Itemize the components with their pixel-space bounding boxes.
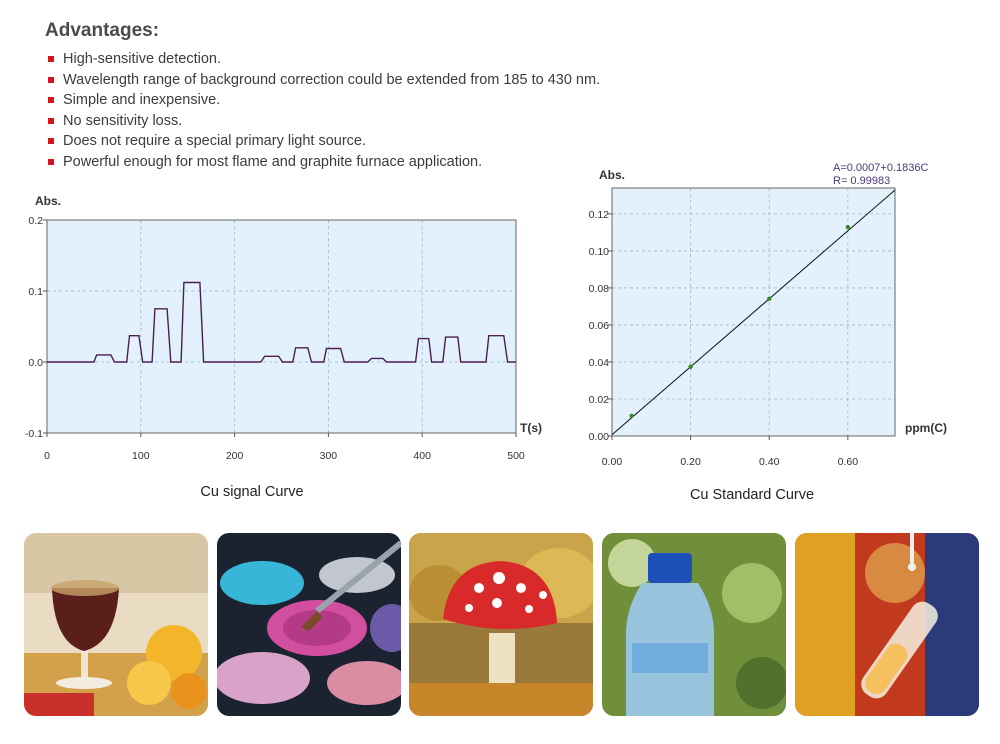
advantage-text: Wavelength range of background correctio…: [63, 71, 601, 88]
advantage-item: Powerful enough for most flame and graph…: [48, 152, 600, 173]
equation-annotation: A=0.0007+0.1836C: [833, 162, 928, 174]
bullet-icon: [48, 97, 54, 104]
data-point: [845, 225, 851, 230]
y-tick-label: 0.0: [28, 357, 43, 369]
plot-border: [611, 187, 896, 437]
cu-signal-chart: 0 100 200 300 400 500 -0.1 0.0 0.1 0.2 Abs. T(s): [25, 194, 542, 462]
y-tick-label: 0.1: [28, 286, 43, 298]
y-axis-label: Abs.: [599, 168, 625, 182]
y-tick-label: 0.10: [589, 246, 610, 258]
advantage-text: High-sensitive detection.: [63, 51, 221, 67]
x-tick-label: 500: [507, 450, 525, 462]
cu-standard-chart: 0.00 0.20 0.40 0.60 0.00 0.02 0.04 0.06 0.08 0.10…: [589, 162, 947, 468]
x-tick-label: 0.60: [838, 456, 859, 468]
data-point: [767, 296, 772, 302]
bullet-icon: [48, 76, 54, 83]
plot-border: [46, 219, 517, 434]
water-bottle-image: [602, 533, 786, 716]
advantage-item: High-sensitive detection.: [48, 49, 600, 70]
cosmetics-image: [217, 533, 401, 716]
r-value-annotation: R= 0.99983: [833, 175, 890, 187]
advantage-text: Does not require a special primary light…: [63, 133, 367, 150]
advantages-list: High-sensitive detection. Wavelength ran…: [48, 49, 600, 173]
advantage-item: Does not require a special primary light…: [48, 131, 600, 152]
x-tick-label: 0.20: [680, 456, 701, 468]
x-tick-label: 300: [320, 450, 338, 462]
y-tick-label: 0.2: [28, 215, 43, 227]
bullet-icon: [48, 56, 54, 62]
data-point: [629, 413, 634, 419]
signal-line: [47, 281, 516, 363]
mushroom-image: [409, 533, 593, 716]
y-tick-label: 0.08: [589, 283, 610, 295]
wine-glass-image: [24, 533, 208, 716]
y-tick-label: 0.12: [589, 209, 610, 221]
data-point: [688, 364, 693, 369]
y-tick-label: 0.06: [589, 320, 610, 332]
x-tick-label: 0.40: [759, 456, 780, 468]
cu-signal-caption: Cu signal Curve: [200, 484, 304, 500]
cu-standard-caption: Cu Standard Curve: [689, 487, 815, 503]
bullet-icon: [48, 117, 54, 124]
x-tick-label: 200: [226, 450, 244, 462]
x-axis-label: T(s): [520, 421, 542, 435]
y-axis-label: Abs.: [35, 194, 61, 208]
x-tick-label: 400: [413, 450, 431, 462]
advantage-text: No sensitivity loss.: [63, 112, 183, 129]
regression-line: [611, 189, 896, 436]
bullet-icon: [48, 158, 54, 165]
advantages-title: Advantages:: [45, 20, 160, 41]
advantage-text: Simple and inexpensive.: [63, 92, 221, 109]
x-tick-label: 100: [132, 450, 150, 462]
y-tick-label: 0.02: [589, 394, 610, 406]
y-tick-label: -0.1: [25, 428, 43, 440]
plot-area: [47, 220, 516, 433]
test-tube-image: [795, 533, 979, 716]
advantage-item: Simple and inexpensive.: [48, 90, 600, 111]
x-tick-label: 0: [44, 450, 50, 462]
advantage-item: No sensitivity loss.: [48, 111, 600, 132]
bullet-icon: [48, 138, 54, 145]
advantage-text: Powerful enough for most flame and graph…: [63, 153, 483, 170]
x-tick-label: 0.00: [602, 456, 623, 468]
advantage-item: Wavelength range of background correctio…: [48, 70, 600, 91]
y-tick-label: 0.00: [589, 431, 610, 443]
x-axis-label: ppm(C): [905, 421, 947, 435]
y-tick-label: 0.04: [589, 357, 610, 369]
